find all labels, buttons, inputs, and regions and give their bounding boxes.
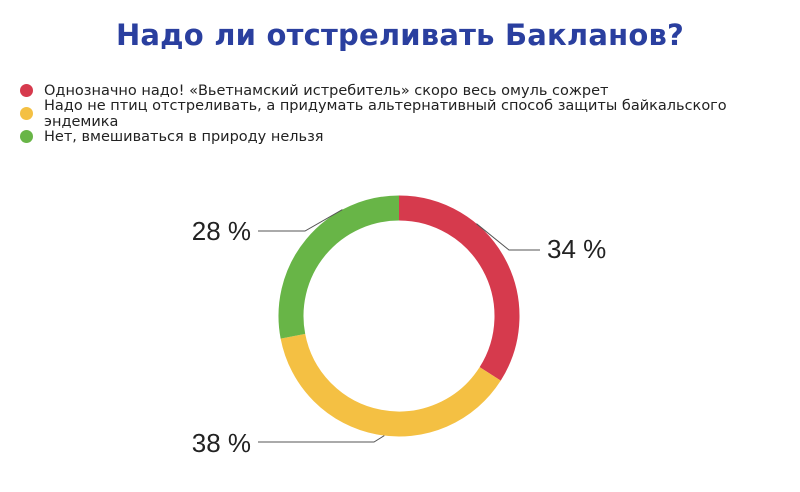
data-label-2: 38 % xyxy=(192,428,251,458)
leader-line-1 xyxy=(476,223,540,251)
donut-slice-1 xyxy=(398,195,520,381)
leader-line-3 xyxy=(258,209,343,232)
legend: Однозначно надо! «Вьетнамский истребител… xyxy=(20,79,800,148)
data-label-3: 28 % xyxy=(192,216,251,246)
legend-item-3: Нет, вмешиваться в природу нельзя xyxy=(20,125,800,148)
legend-swatch-3 xyxy=(20,130,33,143)
donut-slice-3 xyxy=(278,195,400,339)
legend-swatch-1 xyxy=(20,84,33,97)
legend-label-2: Надо не птиц отстреливать, а придумать а… xyxy=(44,97,727,130)
legend-swatch-2 xyxy=(20,107,33,120)
legend-item-1: Однозначно надо! «Вьетнамский истребител… xyxy=(20,79,800,102)
data-label-1: 34 % xyxy=(547,234,606,264)
donut-slice-2 xyxy=(280,333,501,437)
legend-label-1: Однозначно надо! «Вьетнамский истребител… xyxy=(44,82,609,99)
leader-line-2 xyxy=(258,435,385,443)
legend-label-3: Нет, вмешиваться в природу нельзя xyxy=(44,128,324,145)
legend-item-2: Надо не птиц отстреливать, а придумать а… xyxy=(20,98,800,130)
chart-title: Надо ли отстреливать Бакланов? xyxy=(115,18,685,52)
